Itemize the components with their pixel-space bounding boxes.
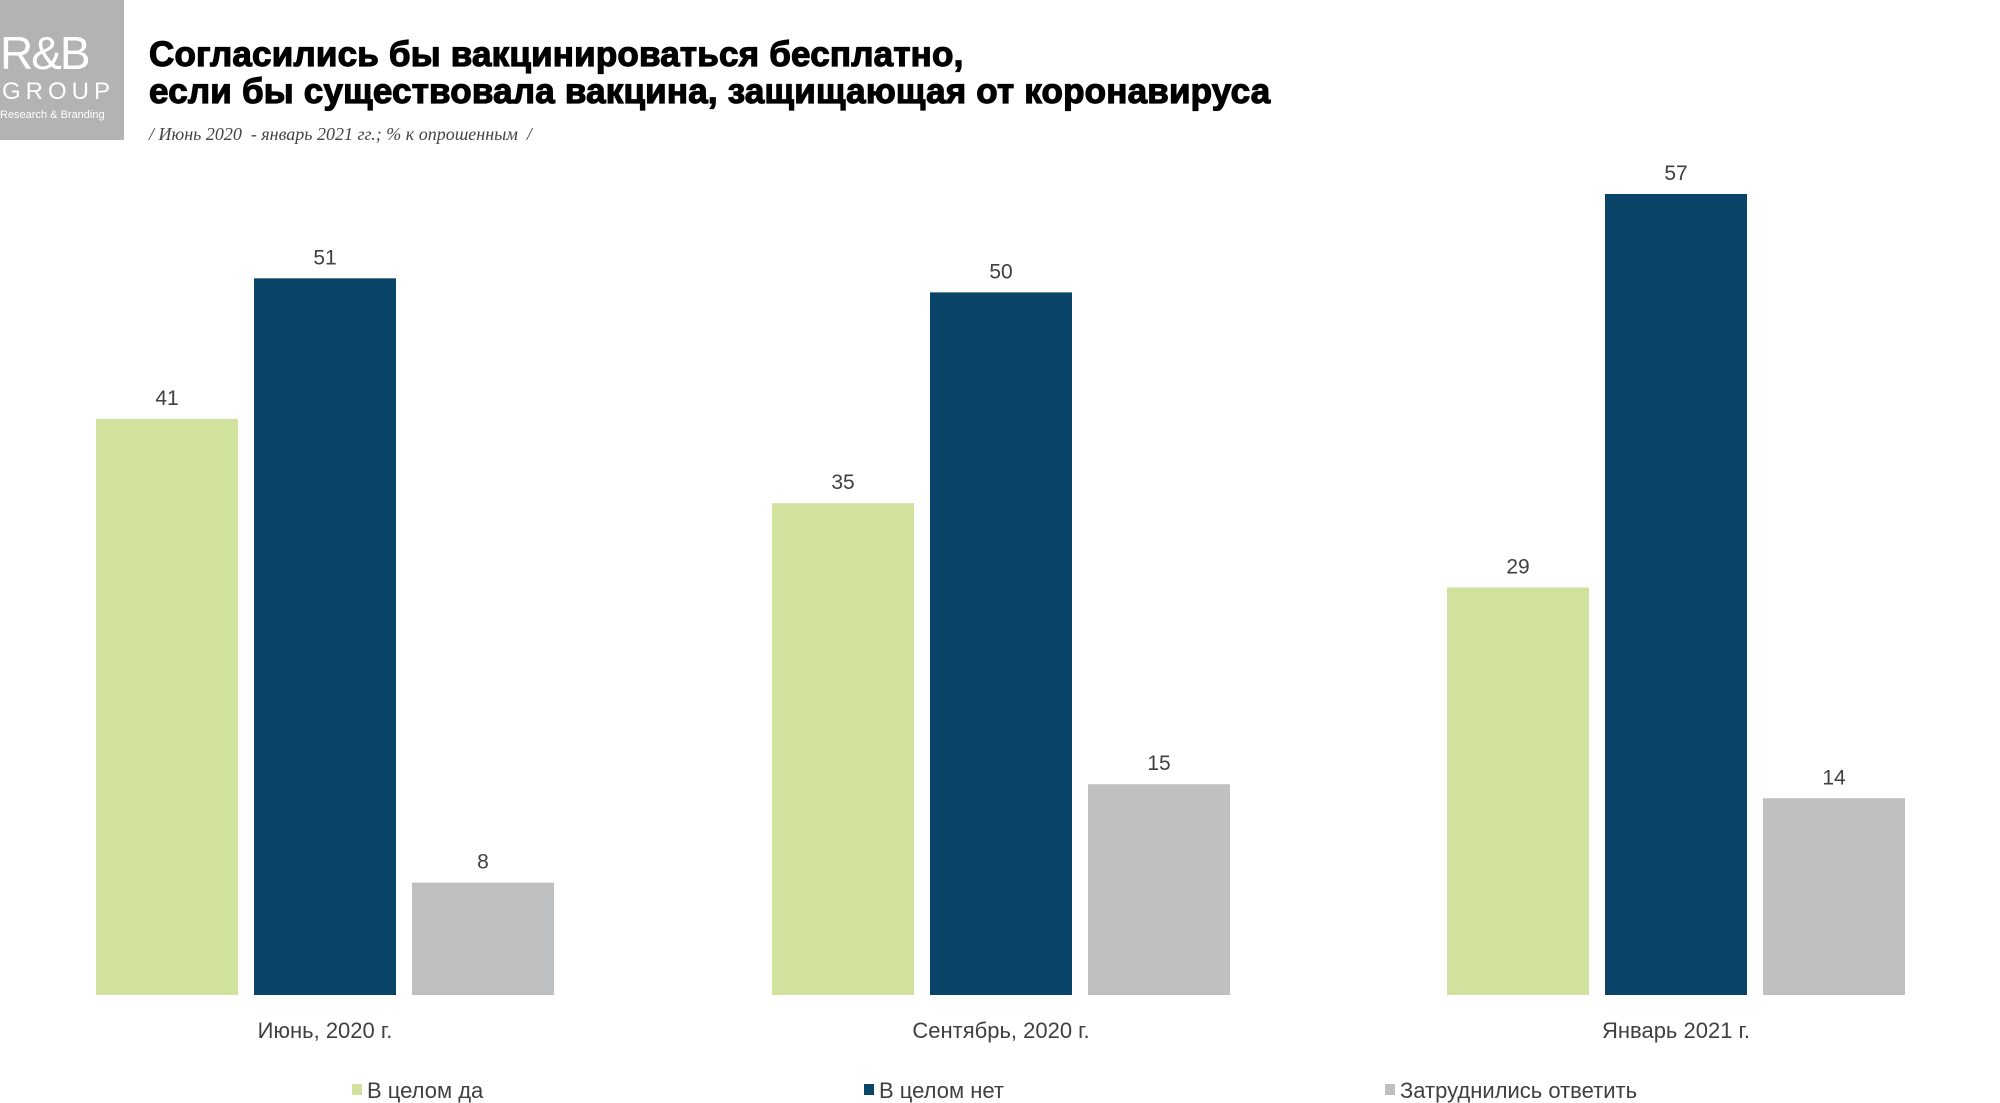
logo-tagline: Research & Branding (0, 109, 105, 121)
chart-subtitle: / Июнь 2020 - январь 2021 гг.; % к опрош… (149, 124, 532, 144)
data-label: 15 (1147, 752, 1170, 775)
data-label: 35 (831, 471, 854, 494)
data-label: 51 (313, 246, 336, 269)
bar (1763, 798, 1905, 995)
bar (412, 882, 554, 995)
chart-title-line1: Согласились бы вакцинироваться бесплатно… (148, 35, 964, 74)
category-label: Январь 2021 г. (1602, 1018, 1750, 1043)
bar (1605, 194, 1747, 995)
data-label: 14 (1822, 766, 1846, 789)
data-label: 8 (477, 851, 489, 874)
logo-text: R&B (0, 27, 91, 79)
legend-label: В целом нет (879, 1078, 1004, 1103)
bar (1447, 587, 1589, 995)
bar (1088, 784, 1230, 995)
data-label: 29 (1506, 555, 1529, 578)
legend-marker (1385, 1084, 1395, 1095)
bar (254, 278, 396, 995)
bar (96, 418, 238, 995)
data-label: 41 (155, 387, 178, 410)
legend-marker (864, 1084, 874, 1095)
bar (772, 503, 914, 995)
category-label: Сентябрь, 2020 г. (912, 1018, 1089, 1043)
logo: R&B GROUP Research & Branding (0, 0, 124, 140)
legend-label: В целом да (367, 1078, 484, 1103)
bar (930, 292, 1072, 995)
legend-marker (352, 1084, 362, 1095)
data-label: 50 (989, 260, 1012, 283)
data-label: 57 (1664, 162, 1687, 185)
chart-title-line2: если бы существовала вакцина, защищающая… (148, 72, 1271, 111)
legend-label: Затруднились ответить (1400, 1078, 1637, 1103)
logo-group: GROUP (2, 78, 116, 105)
category-label: Июнь, 2020 г. (258, 1018, 393, 1043)
